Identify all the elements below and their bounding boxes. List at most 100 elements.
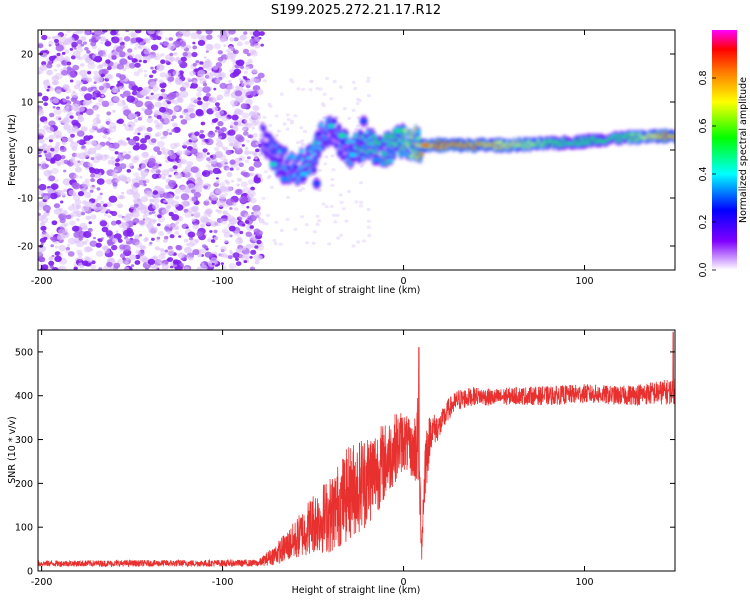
noise-cell [87, 71, 92, 75]
signal-cell [368, 142, 374, 146]
noise-cell [97, 48, 101, 51]
noise-cell [248, 166, 255, 172]
noise-cell [129, 31, 136, 37]
noise-cell [75, 204, 82, 210]
noise-cell [213, 87, 217, 91]
noise-cell [148, 95, 155, 100]
noise-cell [253, 210, 262, 217]
noise-cell [249, 172, 254, 177]
noise-cell [119, 58, 128, 65]
noise-cell [254, 245, 259, 249]
noise-cell [41, 264, 49, 270]
noise-cell [143, 190, 151, 197]
noise-cell [133, 47, 138, 51]
signal-cell [300, 172, 308, 176]
noise-cell [101, 226, 109, 233]
noise-cell [157, 187, 165, 195]
y-tick-label: 200 [15, 479, 33, 490]
noise-cell [303, 129, 307, 134]
noise-cell [158, 253, 166, 260]
noise-cell [228, 30, 236, 35]
noise-cell [232, 252, 240, 259]
noise-cell [150, 162, 159, 170]
noise-cell [135, 37, 143, 43]
noise-cell [257, 72, 265, 79]
noise-cell [275, 133, 279, 137]
noise-cell [167, 92, 177, 100]
noise-cell [318, 87, 323, 91]
noise-cell [196, 231, 203, 237]
noise-cell [220, 246, 227, 252]
noise-cell [180, 56, 187, 62]
noise-cell [64, 49, 70, 54]
noise-cell [129, 254, 137, 261]
noise-cell [229, 167, 234, 171]
noise-cell [241, 144, 245, 147]
noise-cell [94, 89, 99, 94]
noise-cell [114, 162, 120, 167]
noise-cell [158, 79, 164, 84]
noise-cell [65, 96, 70, 100]
noise-cell [170, 59, 174, 62]
noise-cell [88, 135, 94, 140]
signal-cell [416, 136, 421, 140]
noise-cell [96, 195, 103, 201]
colorbar-tick-label: 0.4 [698, 166, 709, 181]
noise-cell [56, 106, 61, 111]
noise-cell [228, 225, 236, 232]
noise-cell [53, 107, 63, 115]
noise-cell [191, 205, 199, 212]
noise-cell [172, 122, 178, 128]
noise-cell [125, 257, 130, 261]
noise-cell [148, 211, 153, 215]
noise-cell [215, 126, 220, 130]
noise-cell [117, 118, 124, 125]
noise-cell [194, 178, 204, 186]
noise-cell [63, 188, 68, 193]
noise-cell [89, 128, 96, 133]
noise-cell [168, 37, 174, 41]
noise-cell [120, 195, 126, 200]
noise-cell [159, 72, 167, 78]
noise-cell [165, 72, 172, 78]
snr-y-label: SNR (10 * v/v) [7, 416, 18, 484]
noise-cell [65, 214, 72, 220]
noise-cell [105, 59, 111, 64]
noise-cell [252, 30, 261, 37]
noise-cell [308, 88, 313, 92]
noise-cell [44, 151, 54, 159]
noise-cell [90, 140, 97, 145]
noise-cell [54, 68, 58, 72]
noise-cell [152, 265, 158, 270]
noise-cell [53, 154, 62, 161]
noise-cell [246, 193, 254, 200]
noise-cell [301, 87, 306, 92]
noise-cell [366, 207, 371, 212]
noise-cell [223, 158, 228, 163]
noise-cell [110, 220, 117, 226]
noise-cell [78, 236, 83, 241]
signal-cell [319, 123, 324, 127]
noise-cell [171, 115, 177, 119]
noise-cell [335, 213, 340, 217]
noise-cell [243, 260, 248, 264]
noise-cell [70, 55, 76, 60]
noise-cell [160, 147, 166, 151]
noise-cell [156, 239, 160, 243]
noise-cell [241, 126, 248, 131]
noise-cell [247, 58, 253, 63]
noise-cell [341, 207, 346, 211]
noise-cell [240, 181, 248, 188]
noise-cell [108, 195, 118, 203]
snr-plot-area [38, 330, 675, 571]
noise-cell [354, 127, 359, 131]
noise-cell [249, 256, 253, 259]
noise-cell [267, 174, 272, 178]
noise-cell [76, 218, 80, 222]
noise-cell [252, 105, 260, 111]
noise-cell [53, 130, 62, 138]
noise-cell [56, 63, 61, 68]
noise-cell [154, 214, 158, 217]
noise-cell [214, 102, 220, 107]
